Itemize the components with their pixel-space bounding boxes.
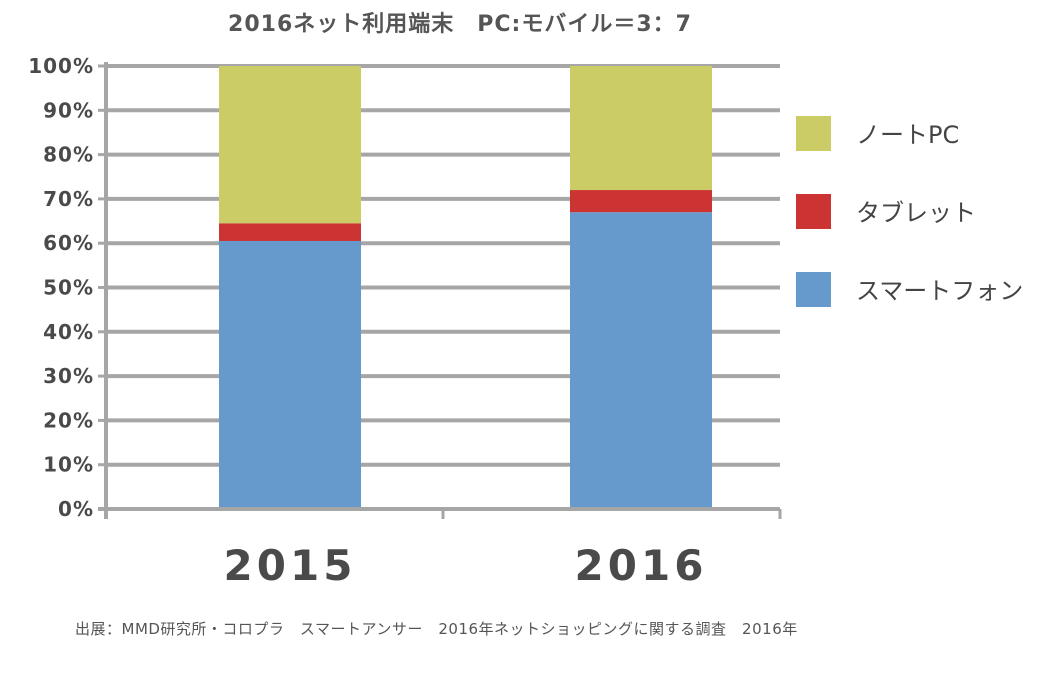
bar-segment	[570, 66, 712, 191]
x-category-label: 2016	[575, 541, 708, 590]
y-tick-label: 70%	[43, 187, 94, 211]
legend-label: タブレット	[856, 199, 976, 227]
y-tick-label: 20%	[43, 408, 94, 432]
y-tick-label: 40%	[43, 320, 94, 344]
y-tick-label: 100%	[28, 54, 94, 78]
y-tick-label: 60%	[43, 231, 94, 255]
bar-segment	[219, 223, 361, 241]
legend-swatch	[796, 116, 831, 151]
y-tick-label: 10%	[43, 453, 94, 477]
bar-segment	[219, 240, 361, 510]
bars	[219, 66, 712, 510]
axes: 0% 10% 20% 30% 40% 50% 60% 70% 80% 90% 100% 2015 201…	[28, 54, 782, 590]
y-tick-label: 30%	[43, 364, 94, 388]
x-category-label: 2015	[224, 541, 357, 590]
legend-label: スマートフォン	[856, 277, 1023, 305]
y-tick-label: 50%	[43, 276, 94, 300]
bar-segment	[570, 190, 712, 213]
y-tick-label: 80%	[43, 143, 94, 167]
legend-swatch	[796, 194, 831, 229]
y-tick-label: 0%	[58, 497, 94, 521]
chart-title: 2016ネット利用端末 PC:モバイル＝3：7	[228, 12, 692, 37]
legend-label: ノートPC	[856, 121, 959, 149]
legend-swatch	[796, 272, 831, 307]
y-tick-label: 90%	[43, 98, 94, 122]
source-note: 出展：MMD研究所・コロプラ スマートアンサー 2016年ネットショッピングに関…	[75, 620, 798, 638]
bar-segment	[570, 212, 712, 509]
bar-segment	[219, 66, 361, 224]
